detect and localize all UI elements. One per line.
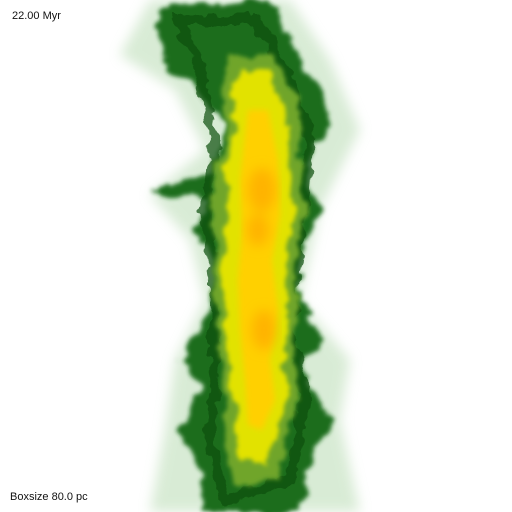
simulation-time-label: 22.00 Myr	[12, 10, 61, 22]
density-peaks	[247, 168, 276, 350]
boxsize-label: Boxsize 80.0 pc	[10, 491, 88, 503]
